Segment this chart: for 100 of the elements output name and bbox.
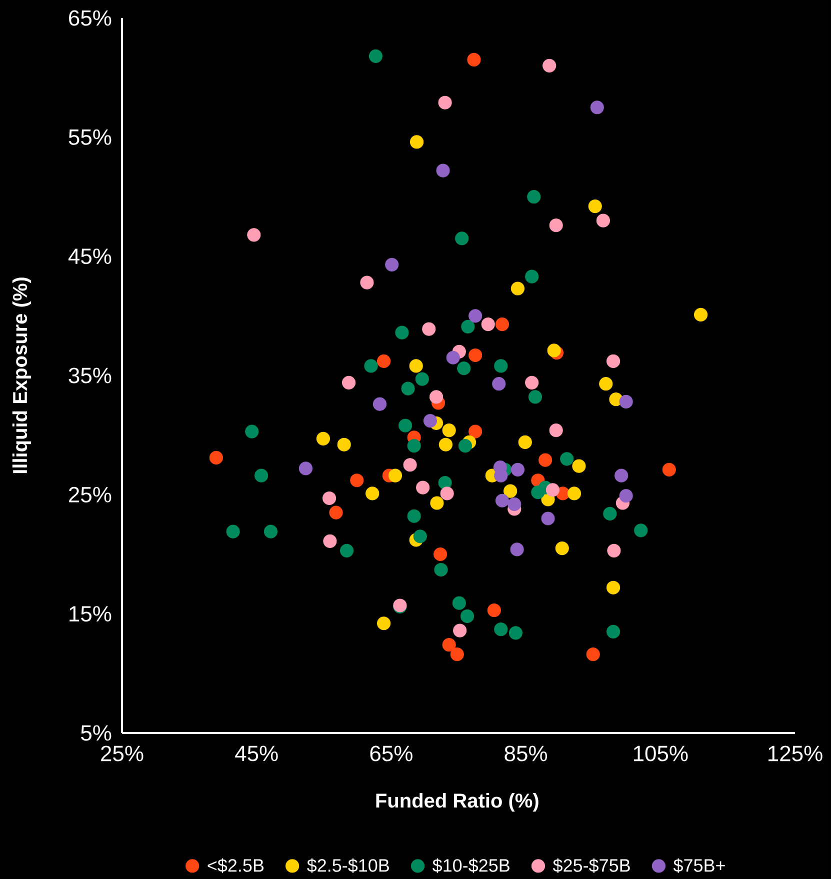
point — [446, 350, 460, 364]
legend-label: $25-$75B — [552, 858, 630, 873]
point — [403, 458, 417, 472]
point — [457, 362, 471, 376]
point — [525, 376, 539, 390]
point — [481, 317, 495, 332]
point — [467, 52, 481, 67]
x-tick-label: 25% — [101, 746, 144, 762]
point — [494, 622, 508, 636]
point — [342, 376, 356, 390]
x-tick-label: 65% — [370, 746, 412, 762]
point — [525, 270, 539, 284]
point — [376, 354, 391, 368]
point — [323, 534, 337, 548]
point — [430, 496, 444, 510]
point — [510, 462, 525, 476]
point — [541, 512, 555, 526]
y-axis-title: Illiquid Exposure (%) — [12, 278, 32, 474]
legend-label: $75B+ — [673, 858, 725, 873]
point — [364, 359, 378, 373]
point — [436, 164, 450, 178]
point — [634, 524, 648, 538]
point — [438, 438, 453, 452]
point — [209, 450, 224, 465]
point — [423, 414, 438, 428]
point — [555, 541, 569, 556]
point — [372, 397, 387, 411]
point — [606, 354, 620, 368]
point — [434, 547, 448, 562]
point — [510, 542, 524, 556]
legend-label: $2.5-$10B — [307, 858, 389, 873]
point — [264, 524, 278, 538]
point — [452, 596, 466, 610]
point — [606, 624, 620, 639]
point — [619, 489, 633, 503]
point — [614, 468, 628, 482]
point — [495, 494, 510, 508]
point — [528, 390, 542, 404]
point — [415, 372, 429, 386]
point — [549, 218, 563, 232]
point — [560, 452, 574, 466]
point — [542, 58, 556, 72]
point — [527, 190, 541, 204]
point — [438, 96, 452, 110]
point — [422, 322, 436, 336]
y-tick-label: 25% — [69, 486, 112, 502]
point — [458, 439, 472, 453]
point — [518, 435, 532, 450]
point — [368, 49, 383, 63]
point — [567, 486, 582, 500]
point — [468, 424, 482, 438]
y-tick-label: 5% — [81, 725, 112, 741]
point — [547, 344, 561, 358]
y-tick-label: 45% — [68, 248, 112, 264]
point — [619, 394, 633, 409]
point — [508, 497, 522, 512]
x-tick-label: 45% — [235, 746, 278, 762]
point — [413, 530, 427, 544]
y-tick-label: 35% — [68, 368, 112, 384]
point — [440, 486, 454, 500]
point — [388, 468, 402, 482]
point — [588, 199, 602, 214]
point — [245, 424, 259, 438]
point — [442, 638, 456, 652]
point — [350, 474, 364, 488]
point — [337, 438, 351, 452]
x-tick-label: 85% — [504, 746, 548, 762]
point — [468, 348, 482, 362]
point — [468, 309, 482, 323]
point — [694, 308, 708, 322]
point — [407, 439, 421, 453]
point — [298, 462, 313, 476]
point — [385, 258, 399, 272]
point — [606, 580, 620, 594]
point — [398, 418, 412, 432]
point — [376, 616, 391, 630]
point — [599, 377, 613, 391]
point — [450, 648, 464, 662]
point — [322, 491, 336, 506]
legend-label: <$2.5B — [208, 858, 264, 873]
y-tick-label: 55% — [68, 129, 112, 145]
point — [662, 462, 676, 476]
point — [546, 483, 560, 497]
x-tick-label: 105% — [634, 746, 688, 762]
point — [492, 377, 506, 391]
point — [442, 424, 456, 438]
point — [607, 544, 621, 558]
point — [316, 432, 330, 446]
y-tick-label: 15% — [70, 606, 112, 622]
x-axis-title: Funded Ratio (%) — [376, 793, 538, 812]
point — [429, 390, 444, 404]
point — [460, 609, 474, 624]
point — [508, 626, 523, 640]
point — [504, 484, 518, 498]
point — [254, 468, 268, 482]
x-tick-label: 125% — [768, 746, 822, 762]
point — [461, 320, 475, 334]
point — [401, 382, 415, 396]
point — [226, 524, 240, 538]
point — [586, 648, 600, 662]
